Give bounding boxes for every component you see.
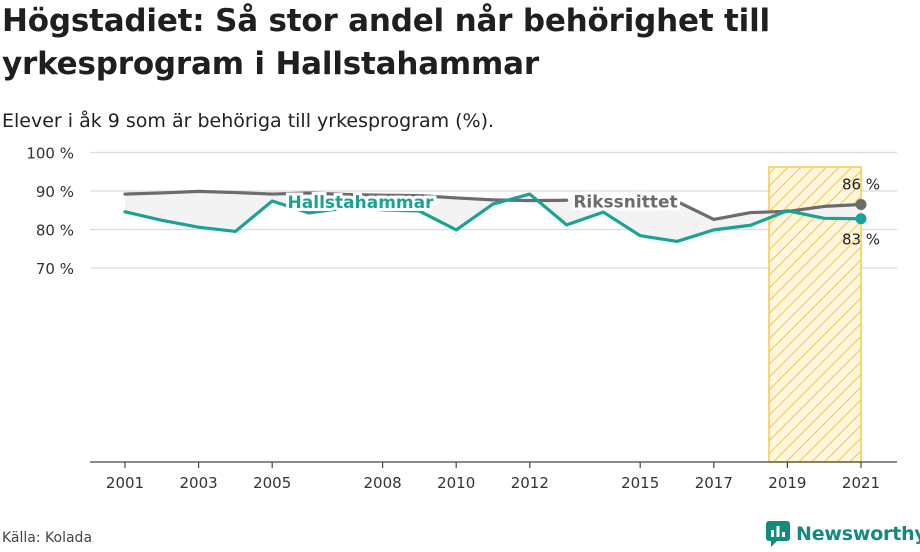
x-tick-label-2003: 2003 bbox=[180, 474, 218, 492]
newsworthy-logo[interactable]: Newsworthy bbox=[766, 521, 920, 547]
series-line-hallstahammar bbox=[123, 192, 863, 244]
difference-area bbox=[125, 191, 861, 242]
x-tick-label-2008: 2008 bbox=[364, 474, 402, 492]
y-tick-label-70: 70 % bbox=[36, 260, 74, 278]
y-tick-label-100: 100 % bbox=[26, 145, 74, 163]
series-line-riket-0 bbox=[123, 189, 569, 203]
x-tick-label-2019: 2019 bbox=[768, 474, 806, 492]
series-line-riket-1 bbox=[675, 199, 863, 222]
end-label-riket: 86 % bbox=[842, 175, 880, 193]
series-label-riket: Rikssnittet bbox=[573, 192, 677, 212]
chart-subtitle: Elever i åk 9 som är behöriga till yrkes… bbox=[2, 110, 495, 132]
end-point-riket bbox=[855, 198, 867, 210]
x-tick-label-2021: 2021 bbox=[842, 474, 880, 492]
y-tick-label-90: 90 % bbox=[36, 183, 74, 201]
x-tick-label-2010: 2010 bbox=[437, 474, 475, 492]
x-tick-label-2017: 2017 bbox=[695, 474, 733, 492]
source-note: Källa: Kolada bbox=[2, 530, 93, 546]
newsworthy-icon bbox=[766, 521, 790, 547]
end-label-hallstahammar: 83 % bbox=[842, 231, 880, 249]
end-point-hallstahammar bbox=[855, 213, 867, 225]
chart-title: Högstadiet: Så stor andel når behörighet… bbox=[2, 3, 770, 82]
brand-name: Newsworthy bbox=[796, 523, 920, 545]
y-tick-label-80: 80 % bbox=[36, 222, 74, 240]
x-tick-label-2005: 2005 bbox=[253, 474, 291, 492]
x-tick-label-2015: 2015 bbox=[621, 474, 659, 492]
x-tick-label-2012: 2012 bbox=[511, 474, 549, 492]
x-tick-label-2001: 2001 bbox=[106, 474, 144, 492]
series-label-hallstahammar: Hallstahammar bbox=[288, 193, 435, 213]
